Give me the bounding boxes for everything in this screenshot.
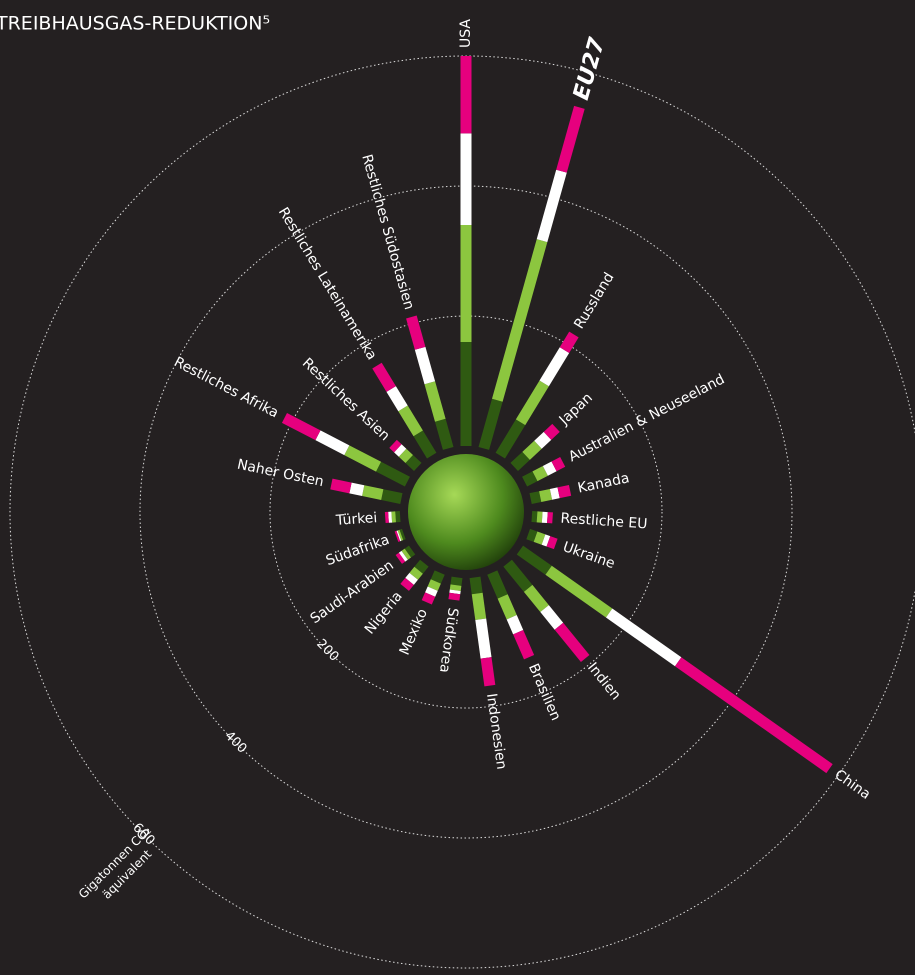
bar-segment: [539, 347, 570, 387]
bar-segment: [427, 579, 441, 591]
bar-segment: [475, 618, 492, 659]
bar-segment: [413, 430, 437, 459]
bar-segment: [389, 439, 402, 453]
bar-segment: [557, 484, 572, 499]
bar-segment: [381, 489, 403, 504]
bar-segment: [536, 169, 567, 243]
bar-segment: [398, 550, 408, 562]
bar-segment: [425, 586, 438, 597]
bar-segment: [409, 566, 423, 580]
bar-segment: [421, 592, 436, 605]
bar-segment: [399, 528, 406, 541]
bar-segment: [516, 545, 552, 575]
bar-segment: [398, 405, 423, 437]
bar-segment: [281, 413, 321, 441]
bar-segment: [492, 239, 548, 402]
bar-segment: [554, 622, 590, 662]
chart-title: TREIBHAUSGAS-REDUKTION⁵: [0, 13, 270, 35]
bar-segment: [674, 657, 833, 774]
bar-segment: [376, 461, 410, 487]
bar-segment: [349, 482, 365, 497]
bar-segment: [414, 559, 429, 574]
bar-segment: [449, 584, 462, 592]
bar-segment: [362, 485, 384, 500]
bar-segment: [515, 380, 549, 426]
bar-segment: [405, 572, 418, 585]
bar-segment: [372, 362, 396, 392]
bar-segment: [394, 530, 401, 542]
bar-segment: [480, 657, 496, 687]
bar-segment: [469, 576, 483, 595]
bar-segment: [522, 440, 542, 460]
bar-segment: [450, 576, 463, 586]
bar-segment: [471, 592, 487, 620]
bar-segment: [522, 471, 538, 487]
category-label: USA: [458, 19, 474, 48]
bar-segment: [546, 536, 558, 550]
bar-segment: [400, 577, 414, 591]
bar-segment: [532, 465, 548, 482]
bar-segment: [424, 381, 446, 422]
bar-segment: [523, 584, 549, 613]
bar-segment: [559, 331, 579, 353]
bar-segment: [414, 346, 436, 385]
grid-ring: [139, 185, 793, 839]
bar-segment: [405, 454, 422, 471]
bar-segment: [513, 629, 535, 660]
bar-segment: [406, 315, 426, 350]
bar-segment: [394, 444, 407, 457]
bar-segment: [526, 528, 538, 542]
category-label: Restliche EU: [560, 510, 648, 532]
bar-segment: [529, 491, 542, 504]
grid-ring: [269, 315, 663, 709]
bar-segment: [497, 594, 517, 620]
bar-segment: [330, 478, 352, 494]
bar-segment: [510, 451, 530, 471]
bar-segment: [503, 559, 533, 592]
bar-segment: [487, 570, 508, 599]
bar-segment: [506, 615, 524, 635]
bar-segment: [549, 487, 560, 500]
bar-segment: [404, 545, 416, 558]
bar-segment: [386, 386, 408, 412]
bar-segment: [435, 418, 454, 450]
bar-segment: [430, 570, 445, 584]
globe: [408, 454, 524, 570]
bar-segment: [315, 430, 350, 456]
bar-segment: [397, 529, 404, 541]
bar-segment: [533, 531, 546, 545]
bar-segment: [534, 431, 552, 449]
bar-segment: [478, 398, 503, 450]
bar-segment: [448, 592, 461, 601]
bar-segment: [545, 565, 613, 618]
bar-segment: [540, 605, 564, 630]
bar-segment: [539, 488, 553, 502]
bar-segment: [543, 423, 560, 440]
bar-segment: [395, 552, 406, 564]
bar-segment: [344, 445, 382, 472]
bar-segment: [605, 608, 682, 667]
bar-segment: [556, 105, 585, 173]
bar-segment: [541, 534, 551, 547]
category-label: Türkei: [334, 510, 377, 529]
bar-segment: [495, 419, 526, 459]
bar-segment: [542, 461, 557, 476]
bar-segment: [551, 457, 566, 472]
bar-segment: [401, 548, 412, 560]
bar-segment: [398, 448, 413, 463]
